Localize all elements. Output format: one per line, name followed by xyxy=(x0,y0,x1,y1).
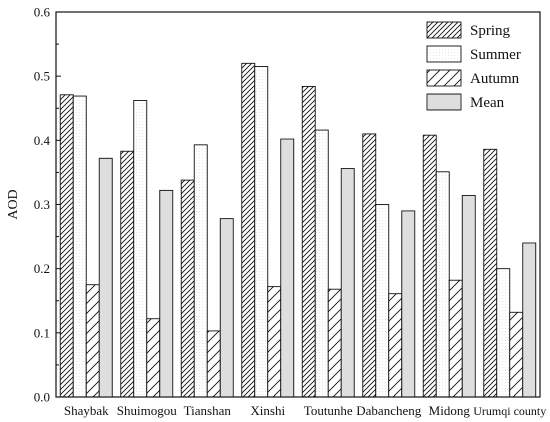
legend-label-summer: Summer xyxy=(470,47,521,63)
y-tick-label: 0.2 xyxy=(34,261,50,276)
bar-midong-autumn xyxy=(448,279,463,398)
legend-label-spring: Spring xyxy=(470,23,511,39)
x-tick-label-tianshan: Tianshan xyxy=(184,403,232,418)
bar-tianshan-summer xyxy=(193,144,208,398)
bar-dabancheng-spring xyxy=(362,133,377,398)
x-tick-label-dabancheng: Dabancheng xyxy=(356,403,421,418)
bar-shaybak-summer xyxy=(72,95,87,398)
legend-label-mean: Mean xyxy=(470,95,505,111)
bar-dabancheng-mean xyxy=(401,210,416,398)
plot-area xyxy=(59,62,537,398)
legend-swatch-autumn xyxy=(426,69,462,87)
x-tick-label-shuimogou: Shuimogou xyxy=(117,403,177,418)
bar-shuimogou-autumn xyxy=(146,318,161,398)
x-tick-label-shaybak: Shaybak xyxy=(64,403,109,418)
x-tick-label-toutunhe: Toutunhe xyxy=(304,403,353,418)
y-tick-label: 0.4 xyxy=(34,133,51,148)
x-tick-label-midong: Midong xyxy=(429,403,471,418)
x-tick-label-urumqi-county: Urumqi county xyxy=(473,404,546,418)
bar-toutunhe-spring xyxy=(301,85,316,398)
bar-urumqi-county-autumn xyxy=(509,311,524,398)
bar-toutunhe-summer xyxy=(314,129,329,398)
legend-label-autumn: Autumn xyxy=(470,71,520,87)
bar-xinshi-autumn xyxy=(267,286,282,398)
bar-toutunhe-mean xyxy=(340,168,355,398)
bar-urumqi-county-spring xyxy=(483,148,498,398)
bar-tianshan-mean xyxy=(219,218,234,398)
bar-dabancheng-autumn xyxy=(388,293,403,398)
bar-shuimogou-mean xyxy=(159,189,174,398)
bar-midong-summer xyxy=(435,171,450,398)
bar-shaybak-mean xyxy=(98,157,113,398)
y-tick-label: 0.3 xyxy=(34,197,50,212)
y-tick-label: 0.5 xyxy=(34,69,50,84)
y-tick-label: 0.1 xyxy=(34,325,50,340)
bar-shuimogou-summer xyxy=(133,100,148,398)
bar-tianshan-autumn xyxy=(206,330,221,398)
legend: Spring Summer Autumn Mean xyxy=(426,21,521,111)
axes: Shaybak Shuimogou Tianshan Xinshi Toutunhe Da… xyxy=(6,5,546,419)
bar-shaybak-autumn xyxy=(85,284,100,398)
bar-midong-spring xyxy=(422,134,437,398)
x-tick-label-xinshi: Xinshi xyxy=(250,403,285,418)
bar-xinshi-spring xyxy=(241,62,256,398)
bar-urumqi-county-mean xyxy=(522,242,537,398)
bar-shuimogou-spring xyxy=(120,150,135,398)
bar-xinshi-mean xyxy=(280,138,295,398)
legend-swatch-spring xyxy=(426,21,462,39)
legend-swatch-summer xyxy=(426,45,462,63)
bar-toutunhe-autumn xyxy=(327,288,342,398)
legend-swatch-mean xyxy=(426,93,462,111)
bar-tianshan-spring xyxy=(180,179,195,398)
bar-dabancheng-summer xyxy=(375,204,390,398)
y-axis-label: AOD xyxy=(6,189,21,219)
bar-midong-mean xyxy=(461,195,476,398)
y-tick-label: 0.6 xyxy=(34,5,51,20)
y-tick-label: 0.0 xyxy=(34,390,50,405)
bar-shaybak-spring xyxy=(59,94,74,398)
bar-xinshi-summer xyxy=(254,66,269,398)
bar-urumqi-county-summer xyxy=(496,268,511,398)
